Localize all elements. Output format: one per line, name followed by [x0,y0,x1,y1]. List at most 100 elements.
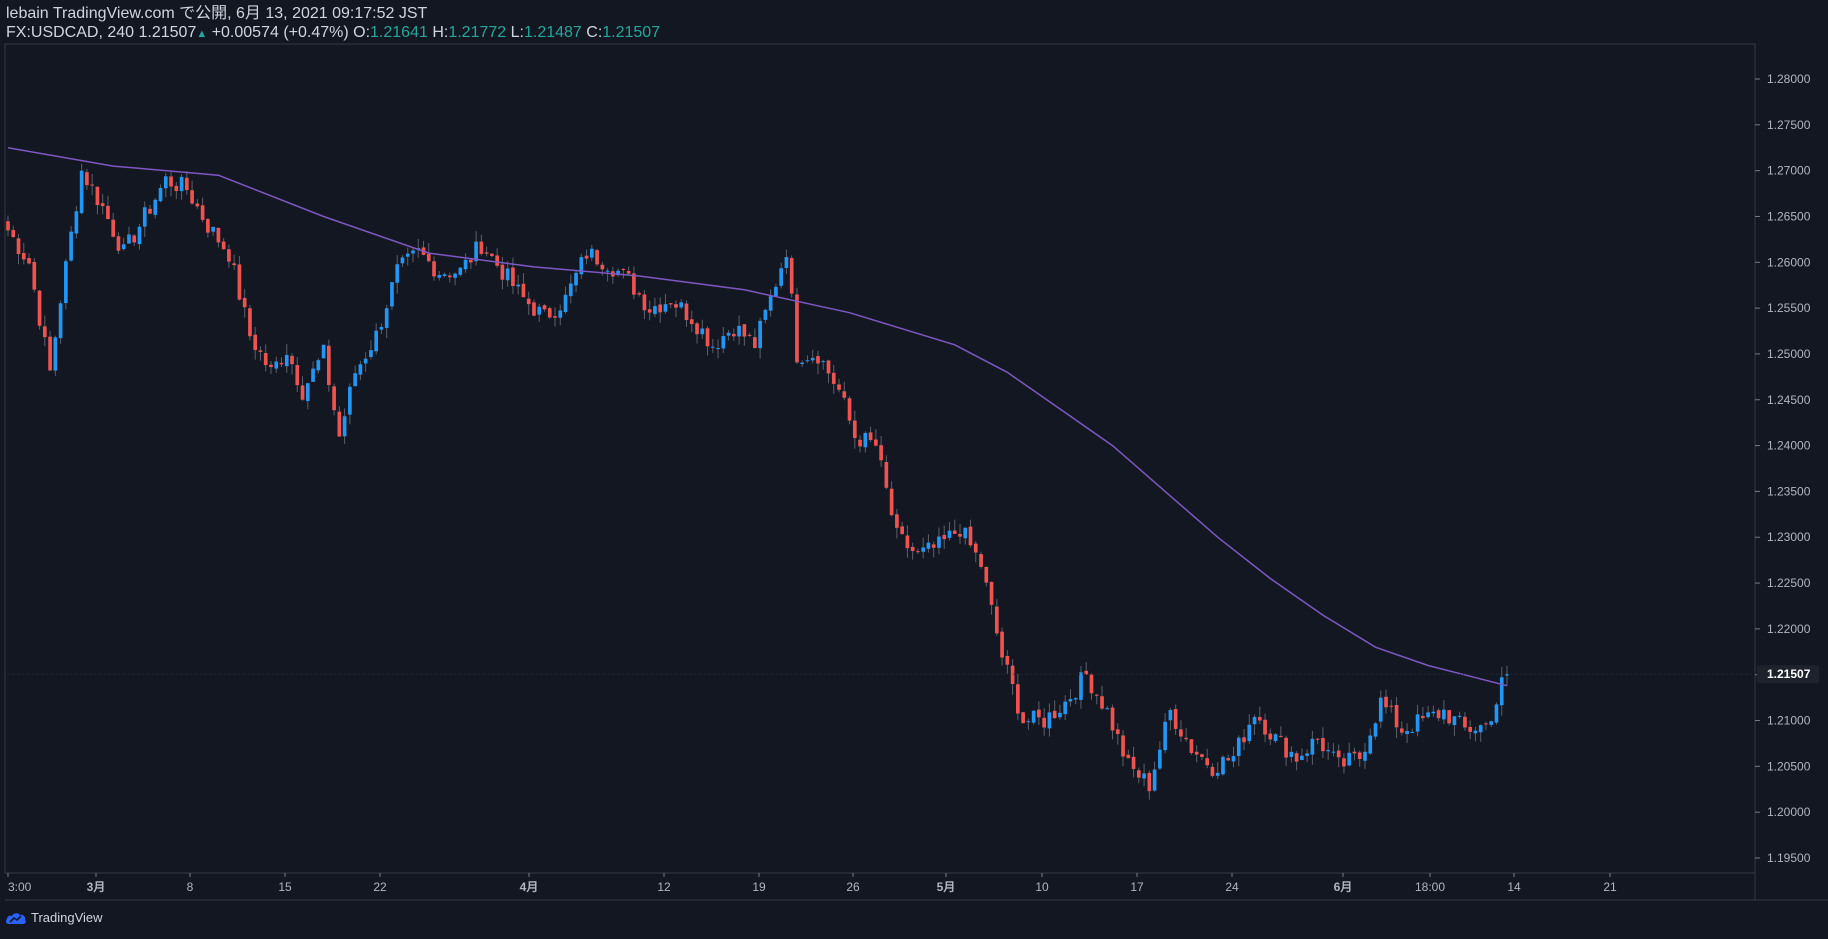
tradingview-logo[interactable]: TradingView [5,910,103,925]
close-value: 1.21507 [602,24,661,41]
candle-body [1063,701,1068,715]
candle-body [768,296,773,311]
candle-body [821,361,826,363]
candle-body [1052,710,1057,719]
candle-body [305,383,310,402]
candle-body [121,244,126,250]
candle-body [568,283,573,297]
candle-body [263,353,268,366]
candle-body [369,350,373,357]
candle-body [747,334,752,336]
candle-body [1452,716,1457,726]
candle-body [553,316,557,318]
candle-body [1252,716,1257,725]
up-arrow-icon: ▲ [196,28,208,40]
candle-body [595,250,599,265]
candle-body [169,176,173,187]
candle-body [11,230,16,238]
candle-body [85,172,89,186]
candle-body [116,236,121,251]
candle-body [984,566,989,583]
candle-body [321,344,326,359]
candle-body [1426,712,1430,718]
candle-body [58,303,63,339]
candle-body [279,363,284,365]
candle-body [737,325,741,337]
candle-body [805,360,810,362]
candle-body [600,264,605,270]
candle-body [784,257,789,269]
candle-body [21,253,26,260]
candle-body [1142,773,1146,779]
candle-body [1305,753,1309,756]
candle-body [74,211,79,234]
candle-body [710,346,715,348]
x-tick-label: 14 [1507,880,1521,894]
candle-body [1094,694,1099,696]
candle-body [642,294,647,311]
candle-body [574,272,578,286]
candle-body [826,360,831,374]
candle-body [206,219,210,233]
candle-body [137,226,142,245]
candle-body [1310,738,1315,755]
tradingview-brand: TradingView [31,910,103,925]
candle-body [994,606,999,634]
x-tick-label: 17 [1130,880,1144,894]
candle-body [200,205,205,220]
price-change: +0.00574 (+0.47%) [211,24,349,41]
candle-body [1273,734,1278,742]
candle-body [1100,696,1104,709]
candle-body [1184,737,1188,740]
candle-body [132,235,137,243]
last-price-badge [1757,665,1819,684]
candle-body [1173,709,1178,729]
candle-body [1468,726,1473,732]
candle-body [1231,756,1236,762]
candle-body [1410,731,1415,733]
candle-body [511,267,515,287]
candle-body [432,261,436,277]
candle-body [1179,729,1183,737]
candle-body [253,334,258,351]
candle-body [1263,719,1267,735]
candle-body [952,530,957,534]
candle-body [1194,751,1199,755]
candle-body [926,542,931,549]
candle-body [469,259,473,263]
candle-body [232,263,236,266]
candle-body [800,362,805,365]
candle-body [274,361,279,369]
candle-body [1121,735,1125,757]
candle-body [847,398,852,421]
y-tick-label: 1.27000 [1767,164,1811,178]
candle-body [16,238,21,255]
candle-body [405,253,410,257]
candle-body [684,303,689,321]
candle-body [290,355,294,365]
y-tick-label: 1.24500 [1767,393,1811,407]
candle-body [1215,772,1220,776]
publish-info: lebain TradingView.com で公開, 6月 13, 2021 … [6,5,428,22]
candle-body [1031,710,1036,723]
candle-body [237,264,242,300]
symbol-line: FX:USDCAD, 240 1.21507▲ +0.00574 (+0.47%… [6,23,660,44]
y-tick-label: 1.27500 [1767,118,1811,132]
candle-body [1047,712,1052,729]
y-tick-label: 1.26500 [1767,209,1811,223]
candle-body [621,268,626,270]
candle-body [1389,705,1394,707]
candle-body [705,328,710,347]
candle-body [1347,752,1352,766]
candle-body [1394,704,1399,728]
candle-body [64,261,68,304]
candle-body [942,534,947,540]
candle-body [1357,752,1362,759]
candle-body [216,227,221,243]
candle-body [337,411,342,437]
candle-body [158,187,163,202]
candle-body [342,416,347,437]
candle-body [1168,709,1173,721]
candle-body [1257,717,1262,721]
